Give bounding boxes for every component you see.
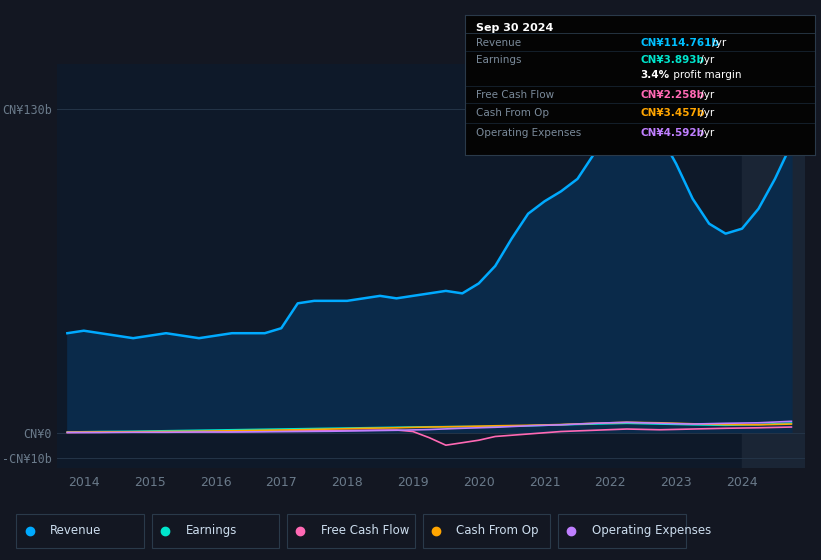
FancyBboxPatch shape xyxy=(558,514,686,548)
Text: Earnings: Earnings xyxy=(475,55,521,65)
Text: /yr: /yr xyxy=(697,90,714,100)
Text: CN¥3.457b: CN¥3.457b xyxy=(640,108,704,118)
Text: Free Cash Flow: Free Cash Flow xyxy=(475,90,553,100)
Text: Revenue: Revenue xyxy=(475,38,521,48)
Text: CN¥114.761b: CN¥114.761b xyxy=(640,38,719,48)
Text: Operating Expenses: Operating Expenses xyxy=(592,524,711,537)
Text: /yr: /yr xyxy=(697,128,714,138)
Text: /yr: /yr xyxy=(697,108,714,118)
Text: Sep 30 2024: Sep 30 2024 xyxy=(475,24,553,34)
Text: Revenue: Revenue xyxy=(50,524,102,537)
Text: Cash From Op: Cash From Op xyxy=(456,524,539,537)
Text: CN¥4.592b: CN¥4.592b xyxy=(640,128,704,138)
FancyBboxPatch shape xyxy=(16,514,144,548)
Text: 3.4%: 3.4% xyxy=(640,70,669,80)
Text: Free Cash Flow: Free Cash Flow xyxy=(321,524,410,537)
Text: Earnings: Earnings xyxy=(186,524,237,537)
Text: CN¥2.258b: CN¥2.258b xyxy=(640,90,704,100)
Bar xyxy=(742,64,811,468)
Text: /yr: /yr xyxy=(697,55,714,65)
Text: Cash From Op: Cash From Op xyxy=(475,108,548,118)
FancyBboxPatch shape xyxy=(287,514,415,548)
Text: CN¥3.893b: CN¥3.893b xyxy=(640,55,704,65)
Text: /yr: /yr xyxy=(709,38,727,48)
Text: Operating Expenses: Operating Expenses xyxy=(475,128,580,138)
FancyBboxPatch shape xyxy=(152,514,279,548)
FancyBboxPatch shape xyxy=(423,514,550,548)
Text: profit margin: profit margin xyxy=(670,70,741,80)
